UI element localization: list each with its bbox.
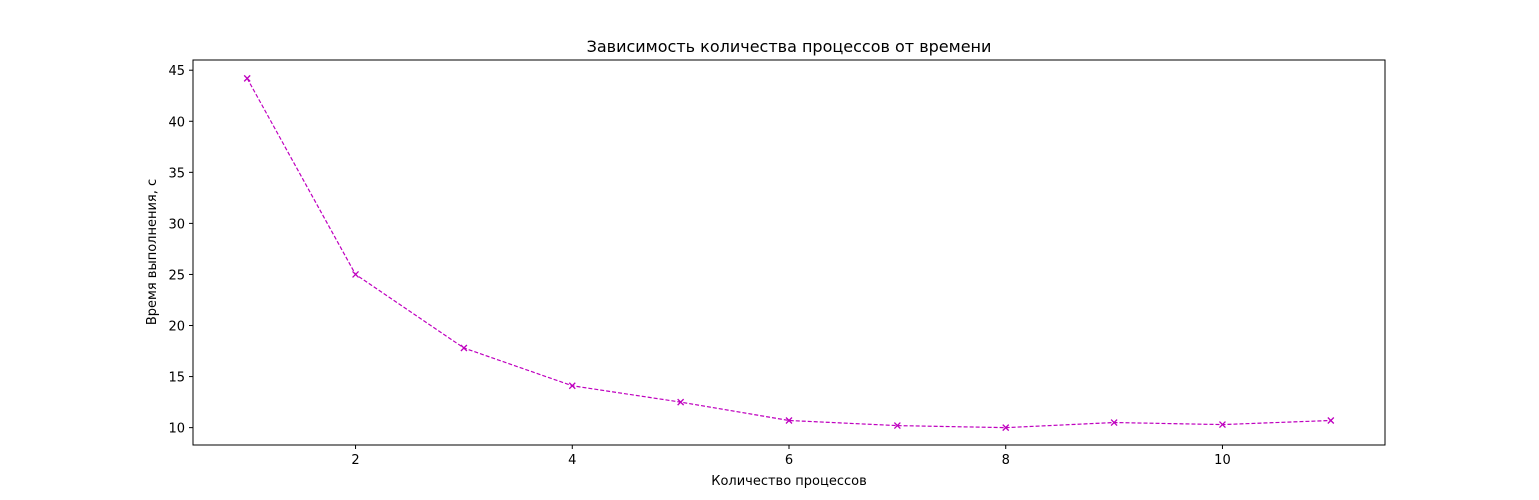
y-axis-label: Время выполнения, с bbox=[145, 179, 160, 325]
x-axis-ticks: 2 4 6 8 10 bbox=[351, 445, 1231, 468]
data-point-marker bbox=[243, 74, 251, 82]
x-tick-label: 8 bbox=[1002, 453, 1010, 468]
data-point-marker bbox=[460, 344, 468, 352]
x-tick-label: 6 bbox=[785, 453, 793, 468]
series-layer bbox=[243, 74, 1335, 432]
data-point-marker bbox=[352, 270, 360, 278]
data-point-marker bbox=[1327, 417, 1335, 424]
data-point-marker bbox=[1218, 421, 1226, 429]
x-tick-label: 4 bbox=[568, 453, 576, 468]
y-tick-label: 15 bbox=[168, 371, 185, 386]
y-tick-label: 10 bbox=[168, 422, 185, 437]
y-axis-ticks: 10 15 20 25 30 35 40 45 bbox=[168, 64, 193, 437]
data-point-marker bbox=[785, 417, 793, 424]
chart-title: Зависимость количества процессов от врем… bbox=[587, 37, 992, 56]
x-tick-label: 2 bbox=[351, 453, 359, 468]
data-point-marker bbox=[893, 422, 901, 430]
x-axis-label: Количество процессов bbox=[711, 474, 867, 489]
series-line bbox=[246, 78, 1331, 429]
y-tick-label: 20 bbox=[168, 320, 185, 335]
plot-area-frame bbox=[192, 59, 1386, 446]
y-tick-label: 25 bbox=[168, 268, 185, 283]
data-point-marker bbox=[1002, 424, 1010, 432]
y-tick-label: 45 bbox=[168, 64, 185, 79]
y-tick-label: 40 bbox=[168, 115, 185, 130]
y-tick-label: 30 bbox=[168, 217, 185, 232]
x-tick-label: 10 bbox=[1214, 453, 1231, 468]
data-point-marker bbox=[568, 382, 576, 390]
data-point-marker bbox=[677, 398, 685, 406]
data-point-marker bbox=[1110, 419, 1118, 426]
y-tick-label: 35 bbox=[168, 166, 185, 181]
